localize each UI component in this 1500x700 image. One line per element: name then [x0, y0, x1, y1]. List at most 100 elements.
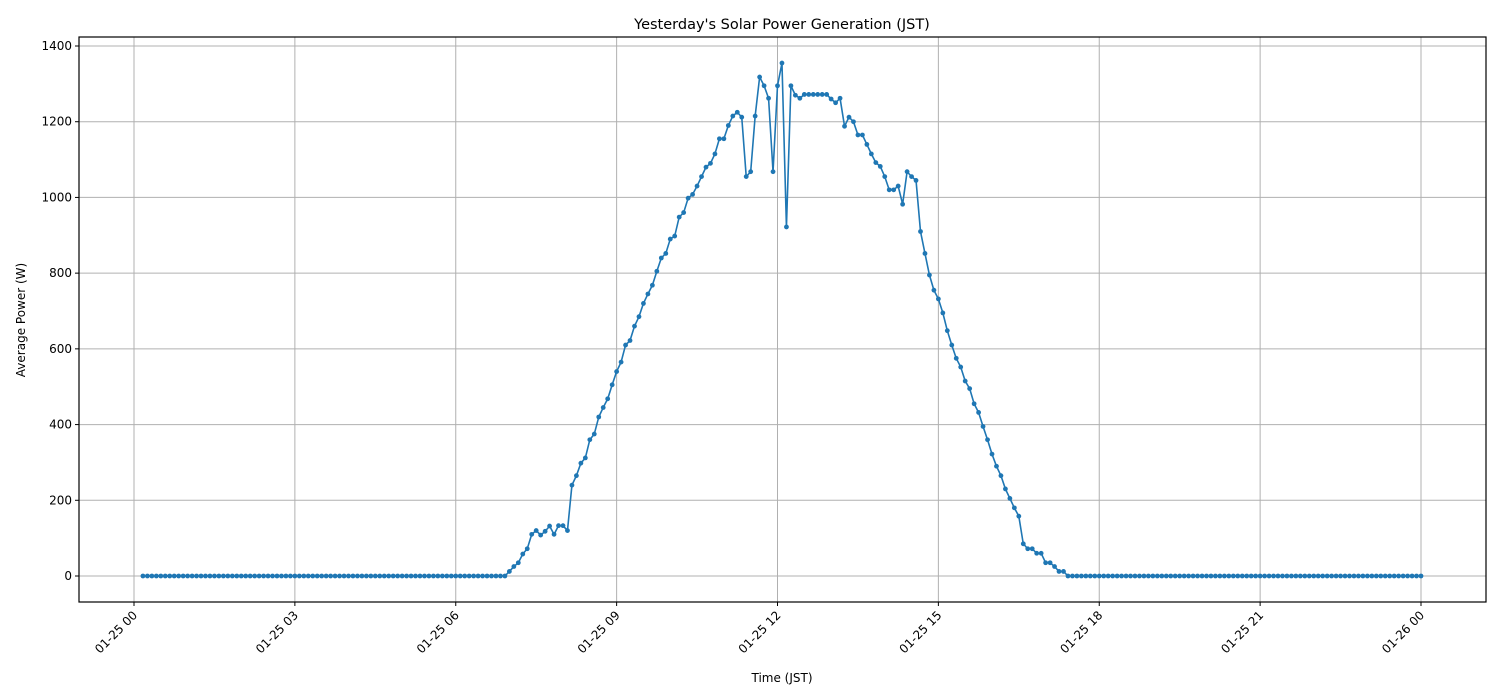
- data-point-marker: [605, 396, 611, 402]
- data-point-marker: [676, 214, 682, 220]
- data-point-marker: [292, 573, 298, 579]
- data-point-marker: [372, 573, 378, 579]
- data-point-marker: [743, 174, 749, 180]
- y-axis-ticks: 0 200 400 600 800 1000 1200 1400: [41, 39, 79, 583]
- data-point-marker: [618, 359, 624, 365]
- data-point-marker: [779, 60, 785, 66]
- data-point-marker: [1043, 560, 1049, 566]
- data-point-marker: [1275, 573, 1281, 579]
- x-tick-label: 01-25 15: [896, 608, 944, 656]
- data-point-marker: [712, 151, 718, 157]
- data-point-marker: [212, 573, 217, 579]
- data-point-marker: [1369, 573, 1375, 579]
- power-series-line: [140, 60, 1424, 579]
- data-point-marker: [1235, 573, 1241, 579]
- x-tick-label: 01-25 18: [1057, 608, 1105, 656]
- data-point-marker: [636, 314, 642, 320]
- data-point-marker: [1047, 560, 1053, 566]
- data-point-marker: [1083, 573, 1089, 579]
- data-point-marker: [663, 251, 669, 256]
- data-point-marker: [431, 573, 436, 579]
- data-point-marker: [855, 132, 861, 138]
- x-tick-label: 01-25 21: [1218, 608, 1266, 656]
- data-point-marker: [1239, 573, 1245, 579]
- data-point-marker: [471, 573, 477, 579]
- data-point-marker: [422, 573, 427, 579]
- data-point-marker: [1199, 573, 1205, 579]
- data-point-marker: [864, 142, 870, 147]
- data-point-marker: [270, 573, 275, 579]
- data-point-marker: [1213, 573, 1218, 579]
- data-point-marker: [1074, 573, 1080, 579]
- data-point-marker: [819, 92, 825, 97]
- data-point-marker: [913, 177, 919, 183]
- data-point-marker: [1333, 573, 1339, 579]
- data-point-marker: [368, 573, 374, 579]
- data-point-marker: [962, 378, 968, 384]
- x-tick-label: 01-25 00: [92, 608, 140, 656]
- data-point-marker: [1418, 573, 1424, 579]
- data-point-marker: [574, 473, 579, 479]
- data-point-marker: [493, 573, 499, 579]
- data-point-marker: [171, 573, 177, 579]
- data-point-marker: [220, 573, 226, 579]
- data-point-marker: [288, 573, 293, 579]
- data-point-marker: [1101, 573, 1107, 579]
- data-point-marker: [994, 463, 999, 469]
- data-point-marker: [1137, 573, 1142, 579]
- data-point-marker: [1324, 573, 1330, 579]
- data-point-marker: [404, 573, 409, 579]
- data-point-marker: [243, 573, 249, 579]
- data-point-marker: [797, 95, 803, 101]
- data-point-marker: [703, 164, 709, 170]
- data-point-marker: [332, 573, 338, 579]
- data-point-marker: [408, 573, 414, 579]
- data-point-marker: [1204, 573, 1209, 579]
- y-tick-label: 800: [49, 266, 72, 280]
- data-point-marker: [158, 573, 164, 579]
- data-point-marker: [587, 437, 593, 443]
- data-point-marker: [296, 573, 302, 579]
- data-point-marker: [1128, 573, 1133, 579]
- data-point-marker: [310, 573, 316, 579]
- data-point-marker: [261, 573, 266, 579]
- data-point-marker: [1168, 573, 1174, 579]
- data-point-marker: [1257, 573, 1263, 579]
- y-tick-label: 1400: [41, 39, 72, 53]
- data-point-marker: [1065, 573, 1071, 579]
- data-point-marker: [489, 573, 494, 579]
- data-point-marker: [971, 401, 977, 407]
- data-point-marker: [1396, 573, 1402, 579]
- data-point-marker: [1123, 573, 1129, 579]
- data-point-marker: [1150, 573, 1156, 579]
- data-point-marker: [176, 573, 182, 579]
- data-point-marker: [185, 573, 191, 579]
- data-point-marker: [167, 573, 173, 579]
- data-point-marker: [145, 573, 150, 579]
- data-point-marker: [1293, 573, 1299, 579]
- data-point-marker: [690, 192, 695, 197]
- data-point-marker: [761, 83, 767, 89]
- data-point-marker: [1034, 550, 1040, 556]
- y-tick-label: 200: [49, 493, 72, 507]
- data-point-marker: [198, 573, 204, 579]
- data-point-marker: [935, 296, 941, 302]
- data-point-marker: [417, 573, 423, 579]
- data-point-marker: [524, 546, 530, 552]
- data-point-marker: [1177, 573, 1183, 579]
- data-point-marker: [694, 183, 700, 189]
- data-point-marker: [1409, 573, 1415, 579]
- data-point-marker: [1226, 573, 1232, 579]
- data-point-marker: [1387, 573, 1393, 579]
- data-point-marker: [940, 310, 946, 316]
- data-point-marker: [1414, 573, 1419, 579]
- data-point-marker: [600, 405, 606, 410]
- data-point-marker: [502, 573, 508, 579]
- data-point-marker: [279, 573, 284, 579]
- data-point-marker: [1320, 573, 1326, 579]
- data-point-marker: [685, 195, 691, 201]
- data-point-marker: [1221, 573, 1227, 579]
- data-point-marker: [752, 113, 758, 119]
- chart-title: Yesterday's Solar Power Generation (JST): [633, 17, 930, 33]
- data-point-marker: [556, 523, 561, 529]
